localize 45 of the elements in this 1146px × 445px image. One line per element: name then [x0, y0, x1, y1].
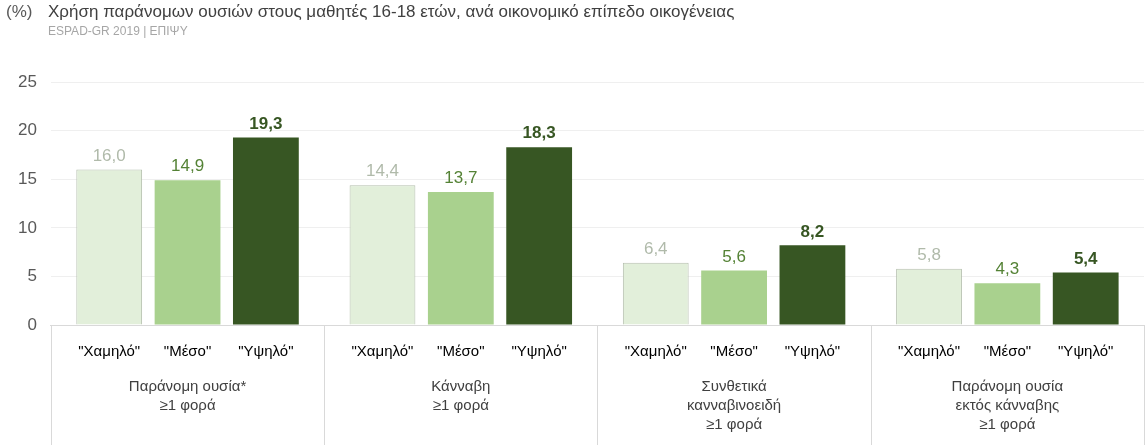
y-tick-label: 0 — [27, 314, 37, 334]
chart-subtitle: ESPAD-GR 2019 | ΕΠΙΨΥ — [48, 24, 188, 38]
series-label: "Υψηλό" — [238, 342, 294, 360]
data-label: 16,0 — [92, 145, 126, 165]
x-tick-label: Κάνναβη ≥1 φορά — [431, 377, 491, 414]
bar — [232, 137, 299, 325]
x-tick-label: Παράνομη ουσία εκτός κάνναβης ≥1 φορά — [951, 377, 1064, 433]
text: "Μέσο" — [710, 342, 758, 360]
text: "Χαμηλό" — [624, 342, 687, 360]
y-axis-title: (%) — [6, 2, 33, 22]
data-label: 5,8 — [917, 244, 941, 264]
data-label: 14,9 — [171, 156, 205, 176]
data-label: 14,4 — [365, 161, 400, 181]
data-label: 5,6 — [722, 246, 746, 266]
y-tick-label: 10 — [17, 217, 37, 237]
bar — [974, 283, 1041, 325]
text: "Χαμηλό" — [351, 342, 414, 360]
series-label: "Μέσο" — [163, 342, 212, 360]
data-label: 19,3 — [249, 113, 283, 133]
bar — [154, 180, 221, 325]
bar — [427, 191, 494, 325]
bar — [506, 147, 573, 325]
data-label: 5,4 — [1073, 248, 1099, 268]
bar — [779, 245, 846, 325]
text: "Υψηλό" — [511, 342, 567, 360]
y-tick-label: 20 — [17, 120, 37, 140]
text: "Μέσο" — [983, 342, 1032, 360]
data-label: 4,3 — [995, 259, 1020, 279]
text: "Υψηλό" — [1058, 342, 1114, 360]
data-label: 18,3 — [522, 123, 556, 143]
bar — [701, 270, 767, 325]
chart-title: Χρήση παράνομων ουσιών στους μαθητές 16-18 ετών, ανά οικονομικό επίπεδο οικογένειας — [48, 2, 735, 22]
text: "Χαμηλό" — [898, 342, 960, 360]
y-tick-label: 5 — [27, 266, 37, 286]
data-label: 8,2 — [800, 221, 825, 241]
x-tick-label: Παράνομη ουσία* ≥1 φορά — [128, 377, 247, 414]
text: "Υψηλό" — [784, 342, 841, 360]
bar — [1052, 272, 1119, 325]
series-label: "Χαμηλό" — [78, 342, 141, 360]
data-label: 6,4 — [643, 239, 668, 259]
data-label: 13,7 — [444, 168, 478, 188]
y-tick-label: 15 — [17, 169, 37, 189]
text: "Μέσο" — [437, 342, 485, 360]
y-tick-label: 25 — [17, 71, 37, 91]
x-tick-label: Συνθετικά κανναβινοειδή ≥1 φορά — [687, 377, 782, 433]
